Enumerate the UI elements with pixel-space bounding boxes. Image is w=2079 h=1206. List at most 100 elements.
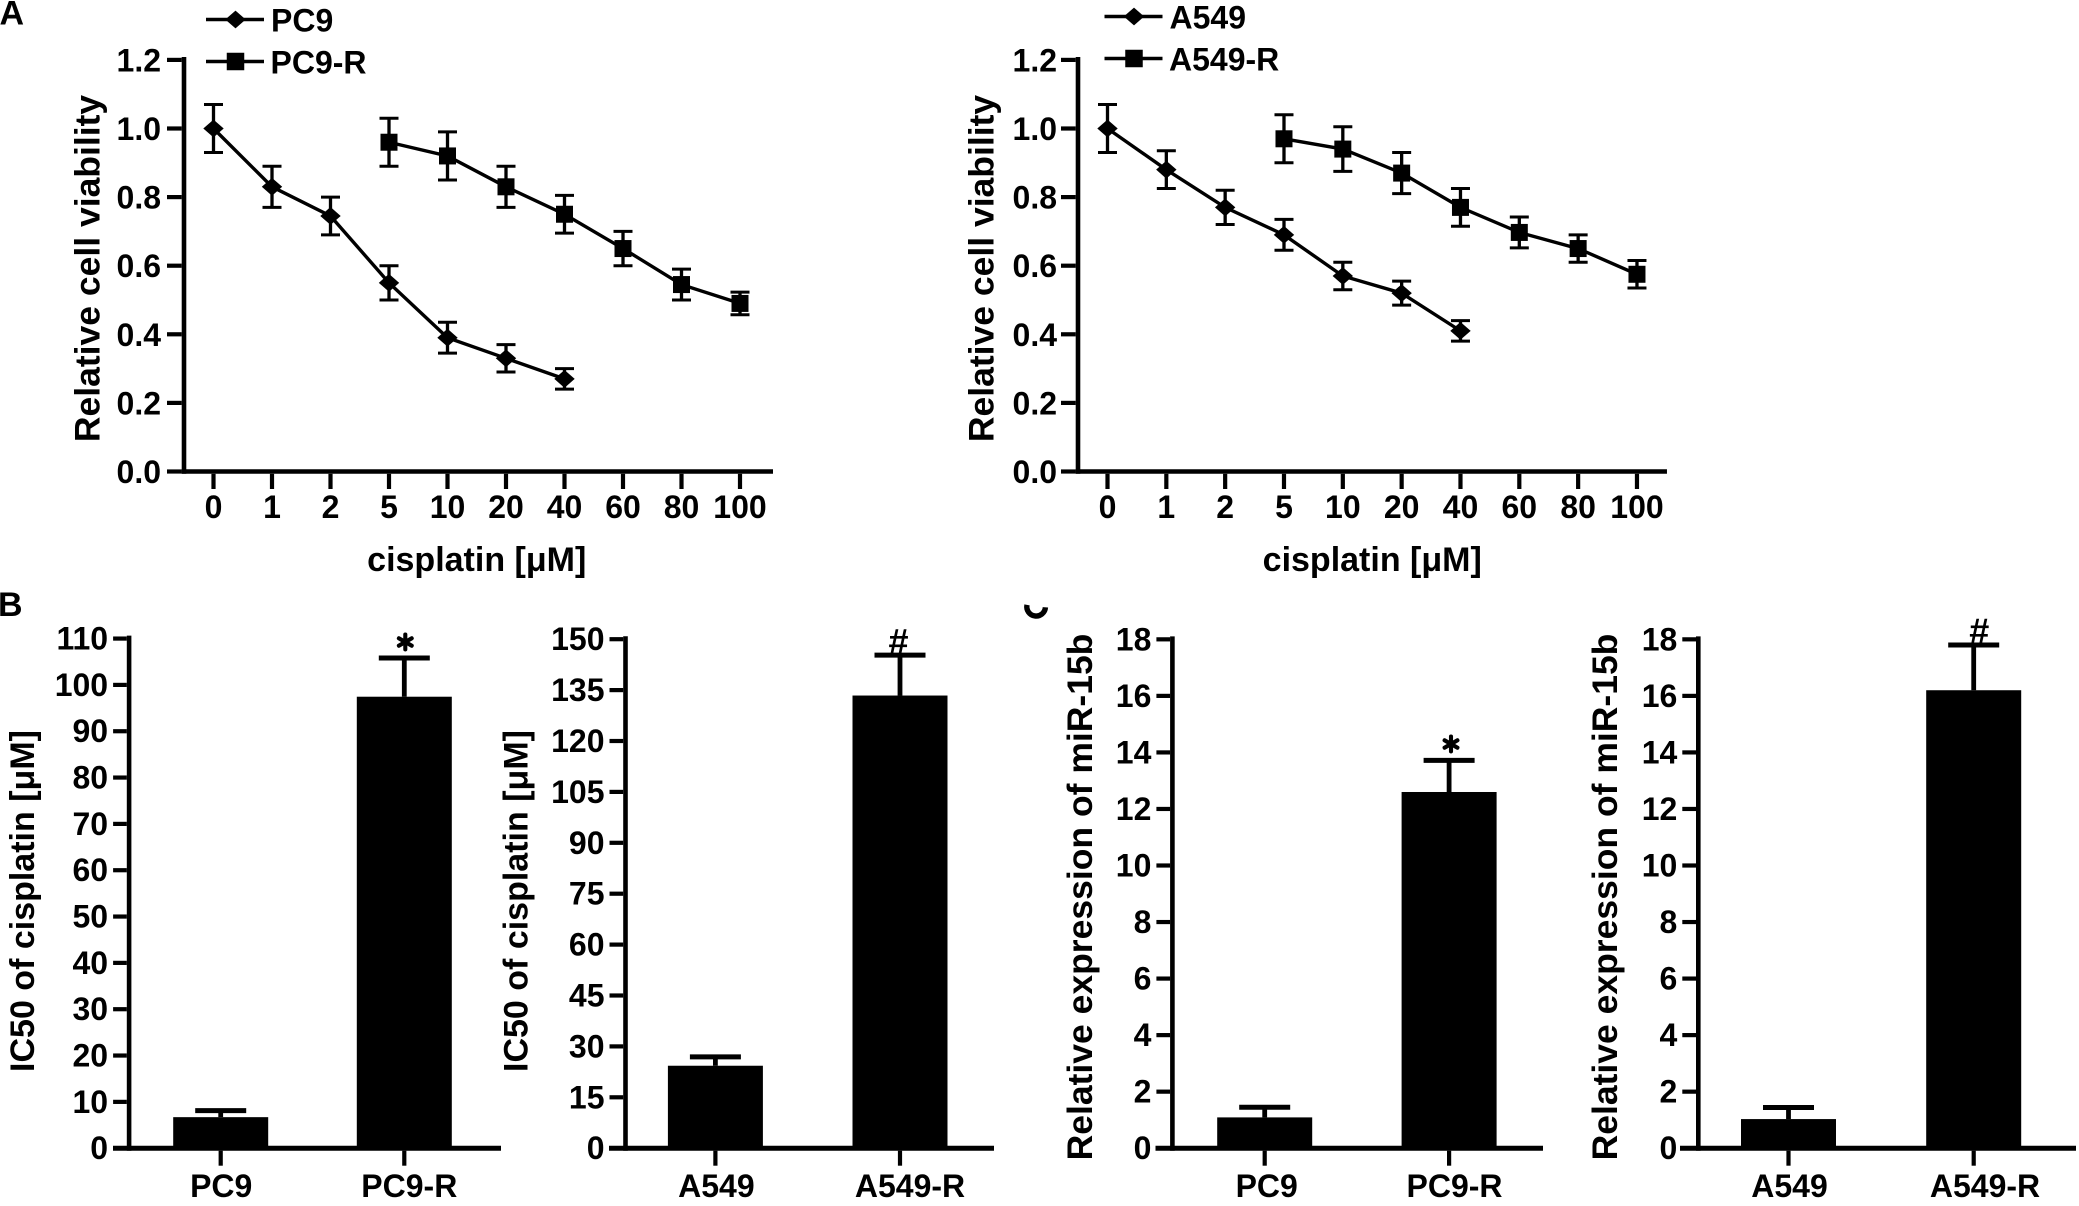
svg-text:4: 4 xyxy=(1660,1017,1678,1053)
svg-text:Relative expression of miR-15b: Relative expression of miR-15b xyxy=(1585,634,1625,1161)
svg-text:15: 15 xyxy=(569,1079,605,1115)
svg-text:70: 70 xyxy=(73,806,109,842)
svg-text:A549: A549 xyxy=(678,1168,755,1201)
svg-text:1.0: 1.0 xyxy=(1013,111,1057,147)
svg-text:0: 0 xyxy=(90,1130,108,1166)
svg-text:60: 60 xyxy=(569,927,605,963)
svg-text:100: 100 xyxy=(55,667,108,703)
svg-text:A549: A549 xyxy=(1170,0,1247,36)
svg-text:1: 1 xyxy=(1157,489,1175,525)
svg-text:20: 20 xyxy=(1384,489,1420,525)
svg-text:105: 105 xyxy=(551,774,604,810)
svg-text:10: 10 xyxy=(1325,489,1361,525)
svg-text:10: 10 xyxy=(1116,848,1152,884)
svg-text:A549-R: A549-R xyxy=(1169,42,1279,78)
svg-text:1: 1 xyxy=(263,489,281,525)
svg-text:5: 5 xyxy=(1275,489,1293,525)
svg-text:10: 10 xyxy=(1642,848,1678,884)
svg-text:60: 60 xyxy=(73,852,109,888)
svg-text:PC9-R: PC9-R xyxy=(1406,1168,1502,1201)
svg-text:2: 2 xyxy=(1660,1074,1678,1110)
svg-text:110: 110 xyxy=(56,621,108,657)
svg-text:80: 80 xyxy=(1560,489,1596,525)
svg-text:12: 12 xyxy=(1642,791,1678,827)
svg-text:40: 40 xyxy=(1443,489,1479,525)
svg-text:A549-R: A549-R xyxy=(855,1168,965,1201)
svg-text:50: 50 xyxy=(73,899,109,935)
svg-text:60: 60 xyxy=(605,489,641,525)
svg-text:120: 120 xyxy=(551,723,604,759)
svg-text:0.8: 0.8 xyxy=(1013,180,1057,216)
svg-text:PC9: PC9 xyxy=(271,3,333,39)
svg-text:135: 135 xyxy=(551,672,604,708)
svg-text:PC9-R: PC9-R xyxy=(361,1168,457,1201)
svg-text:8: 8 xyxy=(1134,904,1152,940)
svg-text:cisplatin [μM]: cisplatin [μM] xyxy=(1263,541,1482,579)
svg-text:Relative expression of miR-15b: Relative expression of miR-15b xyxy=(1060,634,1100,1161)
svg-text:0.4: 0.4 xyxy=(1013,317,1058,353)
svg-text:A549-R: A549-R xyxy=(1930,1168,2040,1201)
svg-text:2: 2 xyxy=(1134,1074,1152,1110)
svg-text:0: 0 xyxy=(1660,1130,1678,1166)
svg-text:A: A xyxy=(0,0,24,33)
svg-text:60: 60 xyxy=(1502,489,1538,525)
svg-text:0.0: 0.0 xyxy=(1013,454,1057,490)
svg-text:0.8: 0.8 xyxy=(117,180,161,216)
svg-text:1.2: 1.2 xyxy=(117,42,161,78)
svg-text:6: 6 xyxy=(1134,961,1152,997)
svg-text:100: 100 xyxy=(1610,489,1663,525)
svg-text:0.6: 0.6 xyxy=(1013,248,1057,284)
svg-text:0: 0 xyxy=(1099,489,1117,525)
svg-text:90: 90 xyxy=(569,825,605,861)
svg-text:90: 90 xyxy=(73,713,109,749)
svg-text:0: 0 xyxy=(587,1130,605,1166)
svg-text:B: B xyxy=(0,586,23,624)
svg-text:#: # xyxy=(1969,611,1989,652)
svg-text:8: 8 xyxy=(1660,904,1678,940)
svg-text:1.2: 1.2 xyxy=(1013,42,1057,78)
svg-text:Relative cell viability: Relative cell viability xyxy=(68,95,108,443)
svg-text:PC9-R: PC9-R xyxy=(271,45,367,81)
svg-text:#: # xyxy=(888,621,908,662)
svg-text:0.6: 0.6 xyxy=(117,248,161,284)
svg-text:40: 40 xyxy=(73,945,109,981)
svg-text:150: 150 xyxy=(551,621,604,657)
svg-text:IC50 of cisplatin [μM]: IC50 of cisplatin [μM] xyxy=(498,730,536,1072)
svg-text:0.2: 0.2 xyxy=(1013,385,1057,421)
svg-text:80: 80 xyxy=(664,489,700,525)
svg-text:0: 0 xyxy=(205,489,223,525)
svg-text:4: 4 xyxy=(1134,1017,1152,1053)
svg-text:14: 14 xyxy=(1642,734,1678,770)
svg-text:10: 10 xyxy=(430,489,466,525)
svg-text:16: 16 xyxy=(1642,678,1678,714)
svg-text:14: 14 xyxy=(1116,734,1152,770)
svg-text:10: 10 xyxy=(73,1084,109,1120)
svg-text:12: 12 xyxy=(1116,791,1152,827)
svg-text:0.4: 0.4 xyxy=(117,317,162,353)
svg-text:80: 80 xyxy=(73,760,109,796)
svg-text:PC9: PC9 xyxy=(190,1168,252,1201)
svg-text:30: 30 xyxy=(73,991,109,1027)
svg-text:40: 40 xyxy=(547,489,583,525)
svg-text:5: 5 xyxy=(380,489,398,525)
svg-text:75: 75 xyxy=(569,876,605,912)
svg-text:IC50 of cisplatin [μM]: IC50 of cisplatin [μM] xyxy=(4,730,42,1072)
svg-text:1.0: 1.0 xyxy=(117,111,161,147)
svg-text:0: 0 xyxy=(1134,1130,1152,1166)
svg-text:A549: A549 xyxy=(1751,1168,1828,1201)
svg-text:20: 20 xyxy=(488,489,524,525)
svg-text:30: 30 xyxy=(569,1028,605,1064)
svg-text:18: 18 xyxy=(1116,621,1152,657)
svg-text:2: 2 xyxy=(1216,489,1234,525)
svg-text:18: 18 xyxy=(1642,621,1678,657)
svg-text:6: 6 xyxy=(1660,961,1678,997)
svg-text:45: 45 xyxy=(569,978,605,1014)
svg-text:100: 100 xyxy=(713,489,766,525)
svg-text:Relative cell viability: Relative cell viability xyxy=(962,95,1002,443)
svg-text:0.0: 0.0 xyxy=(117,454,161,490)
svg-text:2: 2 xyxy=(322,489,340,525)
svg-text:20: 20 xyxy=(73,1038,109,1074)
svg-text:cisplatin [μM]: cisplatin [μM] xyxy=(367,541,586,579)
svg-text:PC9: PC9 xyxy=(1236,1168,1298,1201)
svg-text:16: 16 xyxy=(1116,678,1152,714)
